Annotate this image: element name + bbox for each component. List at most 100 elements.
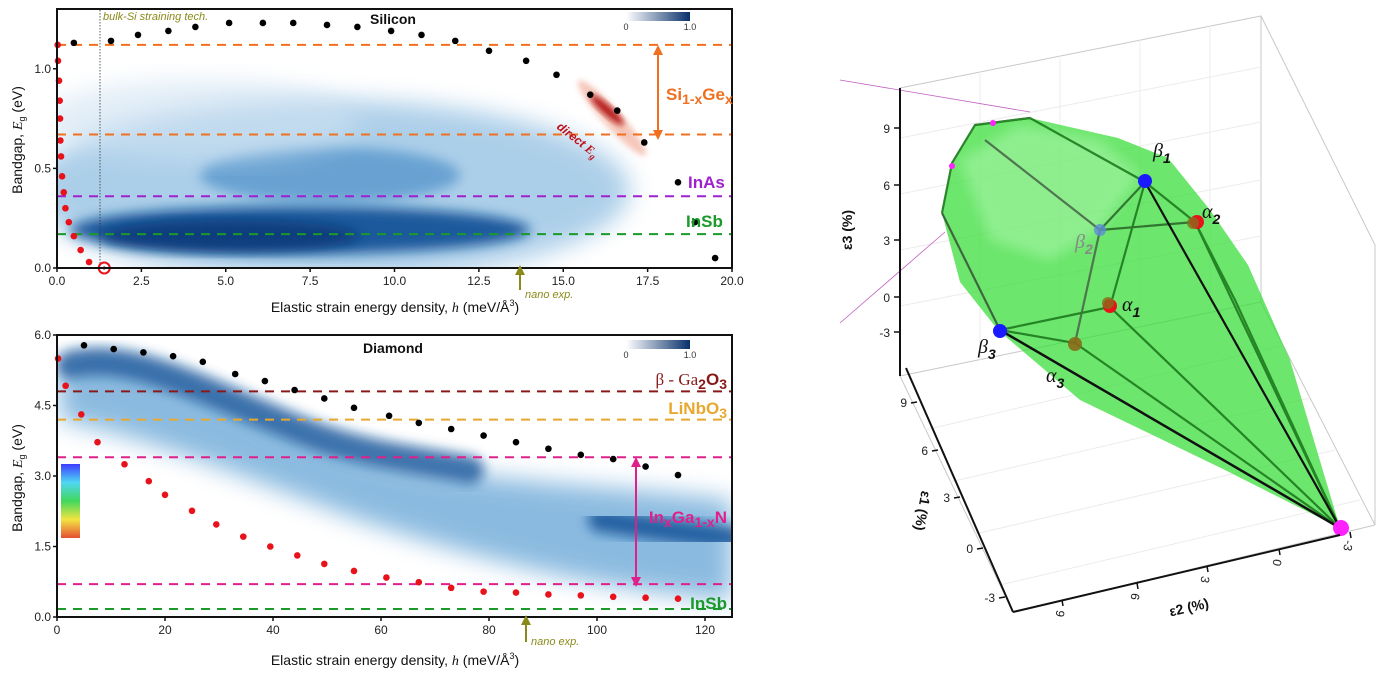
min-bandgap-point (56, 97, 63, 104)
max-bandgap-point (485, 47, 493, 55)
max-bandgap-point (350, 404, 358, 412)
min-bandgap-point (58, 173, 66, 180)
silicon-title: Silicon (370, 11, 416, 27)
diamond-x-ticks: 0 20 40 60 80 100 120 (54, 617, 715, 637)
label-alpha3: α3 (1046, 365, 1065, 391)
min-bandgap-point (609, 593, 617, 601)
e1-tick-mark (931, 449, 939, 452)
silicon-x-ticks: 0.0 2.5 5.0 7.5 10.0 12.5 15.0 17.5 20.0 (49, 268, 744, 288)
label-beta3: β3 (977, 336, 996, 362)
min-bandgap-point (383, 574, 390, 581)
min-bandgap-point (78, 411, 85, 418)
max-bandgap-point (165, 27, 172, 35)
x-tick-label: 100 (587, 623, 607, 637)
max-bandgap-point (642, 463, 649, 470)
min-bandgap-point (94, 438, 101, 446)
min-bandgap-point (480, 588, 487, 595)
min-bandgap-point (65, 218, 73, 226)
max-bandgap-point (192, 23, 199, 31)
y-tick-label: 0.0 (34, 261, 51, 275)
e2-tick-label: -3 (1340, 539, 1356, 552)
diamond-nano-exp-marker: nano exp. (521, 615, 579, 648)
edge (999, 305, 1111, 332)
min-bandgap-point (77, 246, 84, 254)
diamond-colorbar: 0 1.0 (623, 340, 696, 360)
x-tick-label: 20.0 (720, 274, 744, 288)
e2-ticks: 9 6 3 0 -3 (1053, 531, 1356, 618)
side-wall (1260, 15, 1376, 526)
min-bandgap-point (57, 153, 65, 160)
edge-front-bottom (999, 328, 1341, 530)
min-bandgap-point (121, 460, 128, 468)
vertex-beta1 (1138, 174, 1152, 188)
e2-tick-label: 9 (1053, 609, 1068, 618)
silicon-colorbar-max: 1.0 (684, 22, 697, 32)
min-bandgap-point (415, 578, 423, 586)
vertex-alpha2-shade (1187, 217, 1199, 229)
x-tick-label: 7.5 (302, 274, 319, 288)
min-bandgap-point (642, 594, 649, 602)
min-bandgap-point (85, 258, 93, 266)
edge (1194, 221, 1341, 529)
min-bandgap-point (545, 591, 552, 598)
e2-tick-mark (1349, 531, 1352, 539)
projection-line-2 (839, 231, 946, 324)
vertex-beta3 (993, 324, 1007, 338)
max-bandgap-point (577, 451, 585, 459)
e1-tick-mark (953, 496, 961, 499)
y-tick-label: 0.5 (34, 161, 51, 175)
diamond-title: Diamond (363, 340, 423, 356)
edge (1099, 181, 1146, 231)
e2-tick-label: 6 (1128, 592, 1143, 601)
e2-tick-label: 3 (1198, 575, 1213, 584)
sige-label: Si1-xGex (666, 85, 733, 107)
max-bandgap-point (711, 254, 719, 262)
bulk-si-straining-label: bulk-Si straining tech. (103, 11, 208, 23)
ga2o3-label: β - Ga2O3 (656, 370, 728, 392)
max-bandgap-point (640, 139, 648, 146)
apex-vertex (1333, 520, 1349, 536)
silicon-density-heatmap (57, 80, 647, 268)
max-bandgap-point (321, 395, 328, 402)
max-bandgap-point (231, 370, 239, 378)
max-bandgap-point (613, 107, 621, 114)
vertex-beta2 (1094, 224, 1106, 236)
e3-tick-label: 3 (883, 234, 890, 248)
min-bandgap-point (70, 232, 78, 240)
y-tick-label: 0.0 (34, 610, 51, 624)
max-bandgap-point (323, 21, 331, 29)
e1-axis-label: ε1 (%) (912, 490, 935, 532)
diamond-y-ticks: 0.0 1.5 3.0 4.5 6.0 (34, 328, 57, 624)
e3-ticks: -3 0 3 6 9 (879, 122, 900, 340)
max-bandgap-point (261, 377, 269, 385)
direct-bandgap-region (577, 80, 647, 156)
min-bandgap-point (60, 188, 68, 196)
y-tick-label: 4.5 (34, 399, 51, 413)
max-bandgap-point (553, 71, 560, 79)
diamond-x-axis-label: Elastic strain energy density, h (meV/Å3… (271, 651, 519, 669)
e1-axis (905, 367, 1014, 613)
x-tick-label: 40 (266, 623, 280, 637)
e1-tick-mark (976, 547, 984, 550)
edge (941, 212, 1001, 331)
e2-tick-mark (1061, 599, 1064, 607)
silicon-colorbar-min: 0 (623, 22, 628, 32)
diamond-data-points (54, 342, 682, 602)
e1-tick-label: -3 (984, 591, 995, 605)
max-bandgap-point (259, 19, 267, 27)
max-bandgap-point (110, 345, 117, 353)
nano-exp-label-bottom: nano exp. (531, 636, 579, 648)
silicon-reference-lines (57, 43, 732, 236)
e3-tick-label: -3 (879, 326, 890, 340)
max-bandgap-point (674, 471, 682, 479)
x-tick-label: 10.0 (383, 274, 407, 288)
diamond-chart: Diamond 0 1.0 β - Ga2O3 LiNbO3 InxGa1-xN… (9, 328, 733, 669)
silicon-chart: bulk-Si straining tech. Silicon 0 1.0 Si… (9, 8, 744, 316)
max-bandgap-point (80, 342, 88, 349)
min-bandgap-point (57, 137, 64, 144)
x-tick-label: 5.0 (217, 274, 234, 288)
silicon-x-axis-label: Elastic strain energy density, h (meV/Å3… (271, 298, 519, 316)
max-bandgap-point (169, 352, 177, 360)
y-tick-label: 3.0 (34, 469, 51, 483)
nano-exp-label-top: nano exp. (525, 289, 573, 301)
